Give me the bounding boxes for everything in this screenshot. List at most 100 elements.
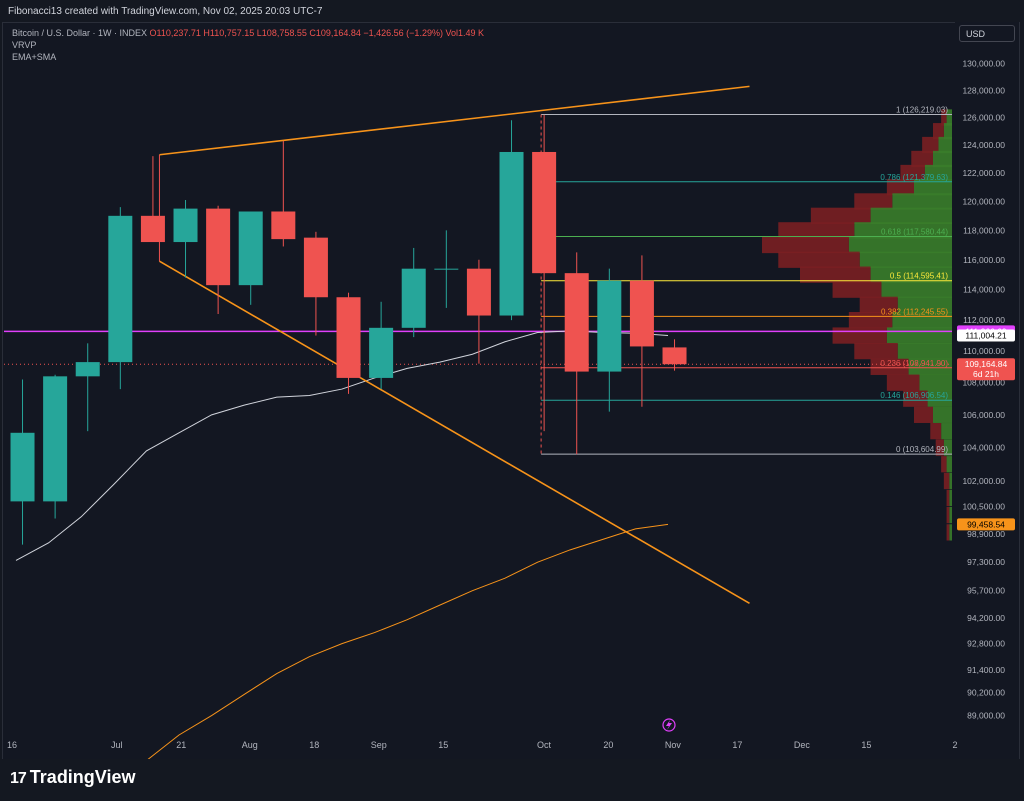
time-tick-label: Aug <box>242 740 258 750</box>
time-tick-label: 16 <box>7 740 17 750</box>
volume-bar-down <box>935 439 944 456</box>
candle-body <box>369 327 394 378</box>
volume-bar-up <box>859 251 952 268</box>
fib-level-label: 0.618 (117,580.44) <box>881 227 948 236</box>
currency-button[interactable]: USD <box>959 25 1015 42</box>
volume-bar-down <box>778 251 860 268</box>
volume-bar-down <box>886 179 914 196</box>
time-tick-label: Oct <box>537 740 552 750</box>
price-tick-label: 130,000.00 <box>962 59 1005 69</box>
volume-bar-down <box>800 266 871 283</box>
volume-bar-down <box>911 150 933 168</box>
price-tag-bg <box>957 358 1015 381</box>
volume-bar-up <box>908 358 952 375</box>
chart-frame[interactable] <box>2 22 1020 760</box>
candle-body <box>75 362 100 377</box>
price-tag: 99,458.54 <box>957 518 1015 531</box>
price-tick-label: 98,900.00 <box>967 529 1005 539</box>
price-tick-label: 122,000.00 <box>962 168 1005 178</box>
volume-bar-down <box>933 123 944 140</box>
volume-bar-up <box>919 374 952 391</box>
candle-body <box>401 268 426 328</box>
price-tick-label: 104,000.00 <box>962 443 1005 453</box>
volume-bar-up <box>914 179 952 196</box>
volume-bar-down <box>886 374 920 391</box>
volume-bar-up <box>848 236 952 254</box>
candle-body <box>43 376 68 502</box>
indicator-ema-sma[interactable]: EMA+SMA <box>12 52 57 62</box>
volume-bar-up <box>946 456 952 473</box>
time-tick-label: 20 <box>603 740 613 750</box>
fib-level-label: 0 (103,604.99) <box>896 445 948 454</box>
price-tick-label: 91,400.00 <box>967 665 1005 675</box>
candle-body <box>140 215 165 243</box>
price-tick-label: 128,000.00 <box>962 85 1005 95</box>
volume-bar-up <box>949 524 952 541</box>
volume-bar-down <box>778 222 855 239</box>
volume-bar-up <box>943 123 952 140</box>
candle-body <box>499 151 524 316</box>
trendline-upper-wedge <box>159 85 750 156</box>
price-tag-bg <box>957 329 1015 342</box>
candle-body <box>662 347 687 365</box>
volume-bar-up <box>938 136 952 154</box>
volume-bar-up <box>924 164 952 182</box>
volume-bar-up <box>933 406 952 423</box>
price-tick-label: 94,200.00 <box>967 613 1005 623</box>
volume-bar-down <box>762 236 849 254</box>
time-tick-label: 17 <box>732 740 742 750</box>
volume-bar-up <box>927 390 952 407</box>
time-tick-label: 15 <box>438 740 448 750</box>
fib-level-label: 0.146 (106,906.54) <box>880 391 948 400</box>
volume-bar-up <box>892 193 952 210</box>
price-tick-label: 112,000.00 <box>963 315 1005 325</box>
sma-line <box>146 523 669 761</box>
volume-bar-up <box>949 506 952 524</box>
price-tick-label: 118,000.00 <box>963 225 1005 235</box>
indicator-vrvp[interactable]: VRVP <box>12 40 37 50</box>
candle-body <box>10 432 35 502</box>
time-tick-label: Jul <box>111 740 123 750</box>
time-tick-label: 21 <box>176 740 186 750</box>
candle-body <box>532 151 557 274</box>
volume-bar-down <box>859 296 898 313</box>
symbol-row[interactable]: Bitcoin / U.S. Dollar · 1W · INDEX O110,… <box>12 27 484 39</box>
candle-body <box>173 208 198 243</box>
candles <box>10 114 687 545</box>
volume-bar-up <box>897 296 952 313</box>
volume-bar-down <box>854 193 893 210</box>
fib-level-label: 0.786 (121,379.63) <box>880 173 948 182</box>
volume-bar-down <box>832 327 887 344</box>
fib-level-label: 1 (126,219.03) <box>896 106 948 115</box>
price-tag-text: 111,004.21 <box>965 330 1007 340</box>
volume-bar-down <box>900 164 925 182</box>
volume-bar-up <box>933 150 952 168</box>
attribution-text: Fibonacci13 created with TradingView.com… <box>8 6 323 17</box>
footer <box>0 759 1024 801</box>
volume-bar-down <box>930 423 942 440</box>
volume-bar-down <box>903 390 928 407</box>
price-tick-label: 124,000.00 <box>962 140 1005 150</box>
volume-bar-down <box>946 489 950 507</box>
volume-bar-down <box>870 358 909 375</box>
candle-body <box>336 297 361 378</box>
candle-body <box>271 211 296 240</box>
price-tick-label: 97,300.00 <box>967 557 1005 567</box>
volume-bar-down <box>946 524 950 541</box>
volume-profile <box>762 109 952 541</box>
price-tick-label: 116,000.00 <box>963 255 1005 265</box>
tradingview-logo[interactable]: 17 TradingView <box>10 767 136 788</box>
candle-body <box>629 280 654 347</box>
price-tag-countdown: 6d 21h <box>973 369 999 379</box>
fib-level-label: 0.236 (108,941.90) <box>880 359 948 368</box>
fib-level-label: 0.382 (112,245.55) <box>881 307 948 316</box>
fib-level-label: 0.5 (114,595.41) <box>890 272 948 281</box>
price-tick-label: 126,000.00 <box>962 113 1005 123</box>
chart-legend: Bitcoin / U.S. Dollar · 1W · INDEX O110,… <box>12 27 484 63</box>
volume-bar-up <box>886 327 952 344</box>
time-tick-label: 18 <box>309 740 319 750</box>
candle-body <box>303 237 328 298</box>
brand-name: TradingView <box>29 767 136 787</box>
price-tick-label: 92,800.00 <box>967 639 1005 649</box>
